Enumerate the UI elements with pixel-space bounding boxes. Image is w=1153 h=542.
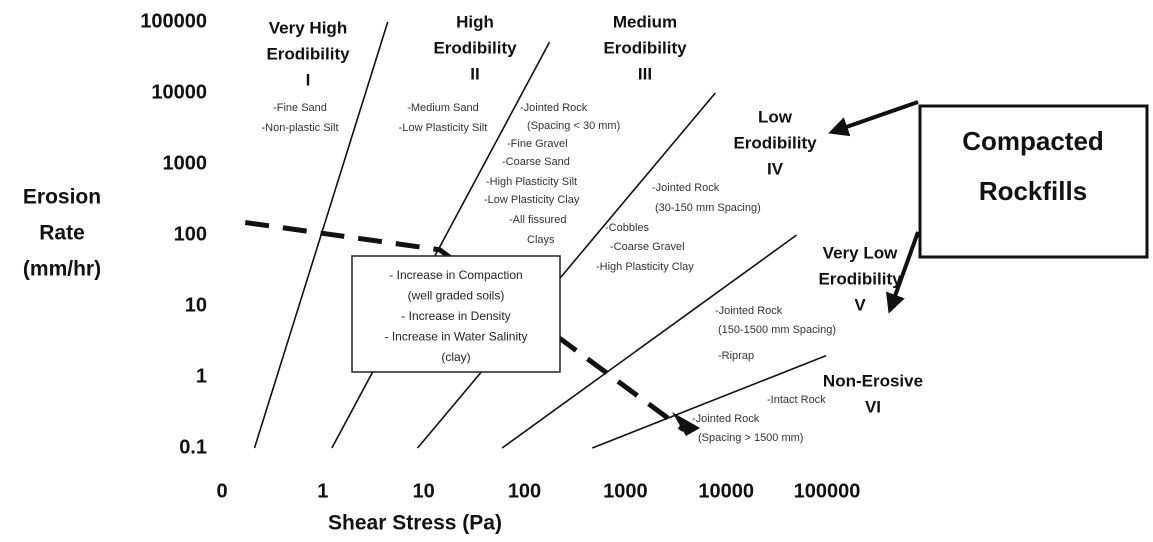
zone-label: Very High bbox=[269, 18, 347, 37]
material-label: -Jointed Rock bbox=[652, 182, 720, 194]
material-label: -Intact Rock bbox=[767, 394, 826, 406]
material-label: (Spacing > 1500 mm) bbox=[698, 432, 803, 444]
zone-label: Erodibility bbox=[433, 38, 517, 57]
callout-text: Compacted bbox=[962, 126, 1104, 156]
material-label: -Medium Sand bbox=[407, 102, 479, 114]
callout-box bbox=[918, 104, 1149, 259]
dashed-trend bbox=[244, 220, 686, 432]
y-axis-label: Erosion bbox=[23, 186, 101, 209]
x-tick-label: 10000 bbox=[698, 480, 754, 502]
material-label: -Coarse Sand bbox=[502, 156, 570, 168]
x-axis-label: Shear Stress (Pa) bbox=[328, 512, 502, 535]
plot bbox=[244, 21, 827, 449]
material-label: -All fissured bbox=[509, 214, 566, 226]
boundary-line bbox=[331, 41, 551, 449]
material-label: -Low Plasticity Clay bbox=[484, 194, 580, 206]
boundary-line bbox=[416, 92, 716, 449]
zone-label: IV bbox=[767, 159, 784, 178]
y-tick-label: 1000 bbox=[163, 152, 208, 174]
x-tick-label: 100 bbox=[508, 480, 541, 502]
material-label: -Jointed Rock bbox=[692, 413, 760, 425]
material-label: -Jointed Rock bbox=[520, 102, 588, 114]
zone-label: Erodibility bbox=[603, 38, 687, 57]
material-label: -Coarse Gravel bbox=[610, 241, 685, 253]
material-label: -High Plasticity Silt bbox=[486, 176, 577, 188]
zone-label: Medium bbox=[613, 12, 677, 31]
material-label: -Low Plasticity Silt bbox=[399, 122, 488, 134]
zone-label: Low bbox=[758, 107, 793, 126]
y-tick-label: 100 bbox=[174, 223, 207, 245]
callout-text: Rockfills bbox=[979, 176, 1087, 206]
y-tick-label: 100000 bbox=[140, 10, 207, 32]
note-text: - Increase in Density bbox=[401, 309, 510, 323]
zone-label: Erodibility bbox=[266, 44, 350, 63]
y-tick-label: 10000 bbox=[151, 81, 207, 103]
boundary-line bbox=[591, 354, 827, 449]
zone-label: V bbox=[854, 295, 866, 314]
note-box bbox=[351, 255, 561, 373]
boundary-line bbox=[501, 234, 798, 449]
material-label: Clays bbox=[527, 234, 555, 246]
material-label: -Fine Gravel bbox=[507, 138, 568, 150]
zone-label: Erodibility bbox=[818, 269, 902, 288]
callout-arrow bbox=[885, 231, 920, 314]
zone-label: Non-Erosive bbox=[823, 371, 923, 390]
material-label: -Cobbles bbox=[605, 222, 650, 234]
material-label: -High Plasticity Clay bbox=[596, 261, 694, 273]
note-text: (well graded soils) bbox=[408, 289, 505, 303]
callout-arrow bbox=[828, 100, 919, 137]
material-label: -Jointed Rock bbox=[715, 305, 783, 317]
material-label: (150-1500 mm Spacing) bbox=[718, 324, 836, 336]
zone-label: Erodibility bbox=[733, 133, 817, 152]
dashed-arrow-head bbox=[672, 412, 700, 436]
material-label: -Fine Sand bbox=[273, 102, 327, 114]
zone-label: Very Low bbox=[823, 243, 898, 262]
note-text: - Increase in Water Salinity bbox=[385, 330, 528, 344]
zone-label: I bbox=[306, 70, 311, 89]
material-label: (Spacing < 30 mm) bbox=[527, 120, 620, 132]
material-label: (30-150 mm Spacing) bbox=[655, 202, 761, 214]
zone-label: II bbox=[470, 64, 479, 83]
material-label: -Riprap bbox=[718, 350, 754, 362]
y-tick-label: 1 bbox=[196, 365, 207, 387]
zone-label: III bbox=[638, 64, 652, 83]
material-label: -Non-plastic Silt bbox=[261, 122, 338, 134]
zone-label: VI bbox=[865, 397, 881, 416]
zone-label: High bbox=[456, 12, 494, 31]
y-tick-label: 0.1 bbox=[179, 436, 207, 458]
x-tick-label: 10 bbox=[413, 480, 435, 502]
note-text: - Increase in Compaction bbox=[389, 268, 522, 282]
x-tick-label: 1 bbox=[317, 480, 328, 502]
x-tick-label: 1000 bbox=[603, 480, 648, 502]
y-tick-label: 10 bbox=[185, 294, 207, 316]
note-text: (clay) bbox=[441, 350, 470, 364]
y-axis-label: (mm/hr) bbox=[23, 258, 101, 281]
x-tick-label: 0 bbox=[216, 480, 227, 502]
y-axis-label: Rate bbox=[39, 222, 85, 245]
x-tick-label: 100000 bbox=[794, 480, 861, 502]
